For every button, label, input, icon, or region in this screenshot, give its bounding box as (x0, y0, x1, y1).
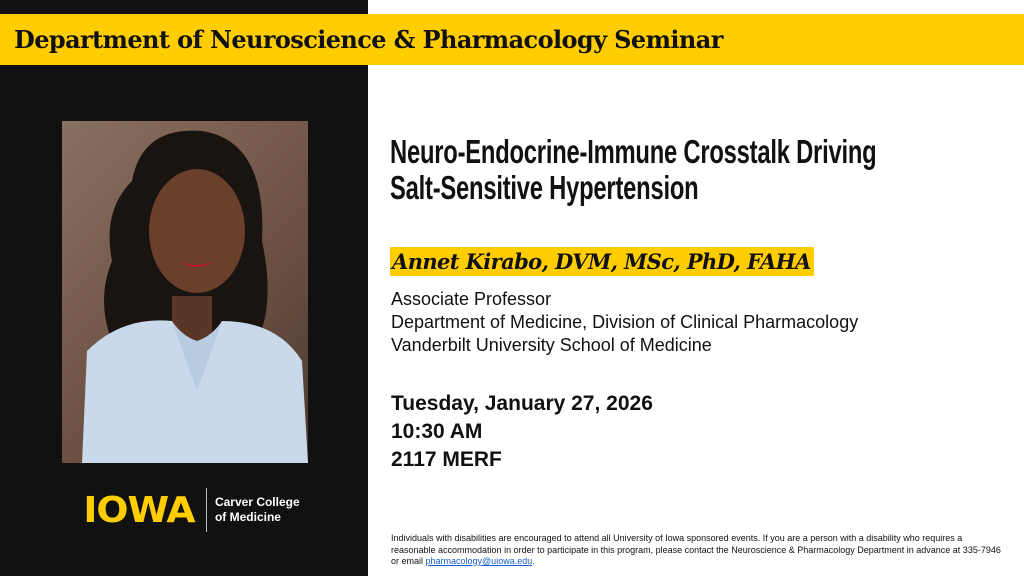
talk-title-line-1: Neuro-Endocrine-Immune Crosstalk Driving (390, 133, 877, 170)
notice-text: Individuals with disabilities are encour… (391, 533, 1001, 566)
speaker-photo (62, 121, 308, 463)
speaker-institution: Vanderbilt University School of Medicine (391, 335, 712, 355)
college-line-2: of Medicine (214, 510, 281, 524)
accessibility-notice: Individuals with disabilities are encour… (391, 533, 1001, 568)
event-details: Tuesday, January 27, 2026 10:30 AM 2117 … (391, 390, 653, 474)
iowa-wordmark: IOWA (83, 489, 195, 531)
banner-title: Department of Neuroscience & Pharmacolog… (14, 25, 723, 54)
notice-end: . (532, 556, 535, 566)
logo-divider (205, 488, 207, 532)
event-date: Tuesday, January 27, 2026 (391, 392, 653, 415)
event-location: 2117 MERF (391, 448, 502, 471)
talk-title: Neuro-Endocrine-Immune Crosstalk Driving… (390, 134, 908, 206)
event-time: 10:30 AM (391, 420, 483, 443)
email-link[interactable]: pharmacology@uiowa.edu (425, 556, 533, 566)
university-logo: IOWA Carver College of Medicine (83, 488, 300, 532)
college-line-1: Carver College (214, 495, 300, 509)
college-name: Carver College of Medicine (215, 495, 300, 525)
speaker-affiliation: Associate Professor Department of Medici… (391, 288, 858, 357)
speaker-department: Department of Medicine, Division of Clin… (391, 312, 859, 332)
speaker-position: Associate Professor (391, 289, 552, 309)
seminar-banner: Department of Neuroscience & Pharmacolog… (0, 14, 1024, 65)
speaker-name: Annet Kirabo, DVM, MSc, PhD, FAHA (390, 247, 814, 276)
talk-title-line-2: Salt-Sensitive Hypertension (390, 169, 699, 206)
